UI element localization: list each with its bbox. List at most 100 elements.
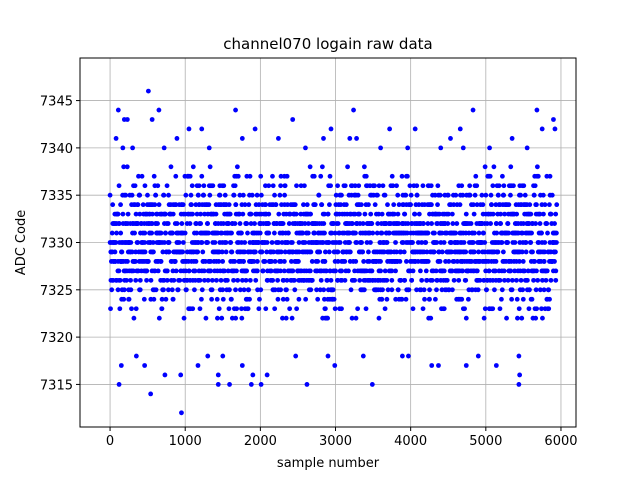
y-tick-label: 7325 bbox=[40, 284, 73, 299]
data-point bbox=[339, 268, 345, 274]
data-point bbox=[302, 240, 308, 245]
data-point bbox=[536, 211, 542, 217]
data-point bbox=[389, 268, 395, 274]
data-point bbox=[416, 211, 422, 217]
data-point bbox=[518, 277, 524, 283]
data-point bbox=[237, 192, 243, 198]
data-point bbox=[508, 268, 514, 274]
data-point bbox=[165, 287, 171, 293]
data-point bbox=[123, 192, 129, 198]
data-point bbox=[149, 117, 155, 122]
data-point bbox=[180, 202, 186, 208]
data-point bbox=[487, 145, 492, 151]
data-point bbox=[540, 315, 545, 321]
data-point bbox=[177, 277, 183, 283]
data-point bbox=[124, 277, 129, 283]
data-point bbox=[492, 268, 498, 274]
x-tick-label: 4000 bbox=[394, 434, 427, 449]
data-point bbox=[345, 164, 350, 170]
data-point bbox=[316, 192, 322, 198]
data-point bbox=[120, 145, 126, 151]
data-point bbox=[463, 211, 469, 217]
data-point bbox=[321, 221, 327, 226]
data-point bbox=[220, 296, 226, 302]
data-point bbox=[535, 173, 541, 179]
data-point bbox=[519, 249, 525, 255]
data-point bbox=[199, 287, 205, 293]
data-point bbox=[119, 249, 125, 255]
data-point bbox=[332, 306, 338, 312]
data-point bbox=[252, 221, 257, 226]
data-point bbox=[393, 240, 398, 245]
data-point bbox=[429, 363, 435, 368]
data-point bbox=[227, 382, 232, 387]
data-point bbox=[155, 221, 160, 226]
data-point bbox=[352, 183, 358, 189]
data-point bbox=[194, 249, 200, 255]
data-point bbox=[246, 202, 252, 208]
data-point bbox=[406, 353, 411, 359]
data-point bbox=[333, 192, 339, 198]
data-point bbox=[155, 183, 161, 189]
data-point bbox=[403, 192, 409, 198]
data-point bbox=[307, 164, 313, 170]
data-point bbox=[304, 382, 310, 387]
data-point bbox=[472, 192, 478, 198]
data-point bbox=[155, 268, 161, 274]
data-point bbox=[240, 192, 246, 198]
data-point bbox=[276, 240, 281, 245]
data-point bbox=[148, 277, 154, 283]
data-point bbox=[512, 268, 518, 274]
data-point bbox=[358, 202, 364, 208]
data-point bbox=[335, 249, 341, 255]
data-point bbox=[524, 145, 530, 151]
data-point bbox=[173, 173, 179, 179]
data-point bbox=[234, 306, 240, 312]
data-point bbox=[343, 202, 349, 208]
data-point bbox=[284, 296, 290, 302]
data-point bbox=[280, 315, 285, 321]
data-point bbox=[277, 192, 283, 198]
data-point bbox=[219, 249, 225, 255]
data-point bbox=[552, 259, 557, 264]
data-point bbox=[219, 230, 225, 236]
data-point bbox=[495, 249, 501, 255]
data-point bbox=[214, 277, 219, 283]
data-point bbox=[474, 268, 480, 274]
data-point bbox=[270, 173, 275, 179]
data-point bbox=[475, 353, 481, 359]
data-point bbox=[142, 240, 147, 245]
y-axis-label: ADC Code bbox=[14, 210, 29, 275]
data-point bbox=[145, 259, 151, 264]
data-point bbox=[130, 145, 136, 151]
data-point bbox=[133, 306, 139, 312]
data-point bbox=[376, 211, 382, 217]
data-point bbox=[115, 211, 121, 217]
data-point bbox=[421, 287, 427, 293]
data-point bbox=[109, 287, 115, 293]
data-point bbox=[281, 268, 287, 274]
data-point bbox=[294, 183, 299, 189]
data-point bbox=[460, 145, 466, 151]
data-point bbox=[137, 211, 143, 217]
data-point bbox=[205, 221, 211, 226]
data-point bbox=[420, 221, 426, 226]
data-point bbox=[257, 296, 262, 302]
data-point bbox=[429, 202, 434, 208]
data-point bbox=[234, 268, 239, 274]
data-point bbox=[229, 296, 234, 302]
data-point bbox=[396, 221, 402, 226]
data-point bbox=[193, 221, 199, 226]
data-point bbox=[434, 240, 440, 245]
data-point bbox=[150, 240, 156, 245]
data-point bbox=[434, 277, 440, 283]
data-point bbox=[187, 221, 193, 226]
data-point bbox=[425, 221, 431, 226]
data-point bbox=[201, 268, 207, 274]
data-point bbox=[391, 202, 397, 208]
data-point bbox=[264, 240, 270, 245]
data-point bbox=[244, 268, 250, 274]
data-point bbox=[527, 202, 533, 208]
data-point bbox=[328, 277, 334, 283]
data-point bbox=[266, 183, 272, 189]
